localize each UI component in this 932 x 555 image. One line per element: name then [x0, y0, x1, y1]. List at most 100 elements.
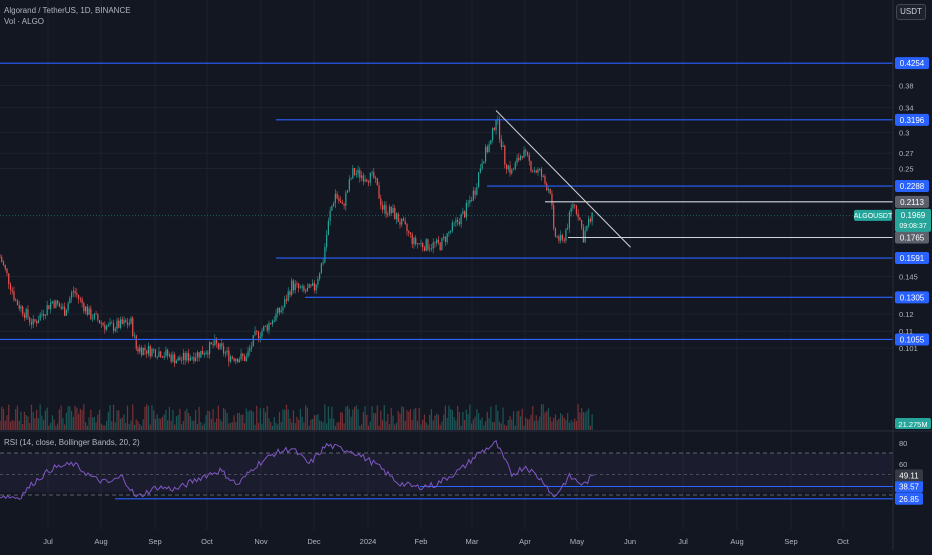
volume-bar [516, 411, 518, 430]
volume-bar [491, 421, 494, 430]
volume-bar [474, 416, 476, 430]
volume-bar [107, 412, 109, 430]
candle-body [411, 234, 413, 245]
volume-bar [558, 418, 560, 430]
volume-bar [477, 413, 480, 430]
volume-bar [458, 411, 460, 430]
price-level-label: 0.4254 [900, 59, 925, 68]
volume-bar [490, 406, 492, 430]
candle-body [100, 323, 102, 324]
candle-body [313, 283, 316, 291]
candle-body [84, 306, 87, 312]
volume-bar [532, 406, 534, 430]
volume-bar [591, 414, 593, 430]
volume-bar [95, 422, 97, 430]
volume-bar [23, 411, 26, 430]
volume-bar [277, 424, 279, 430]
candle-body [399, 221, 401, 225]
candle-body [364, 179, 366, 182]
candle-body [516, 157, 518, 163]
candle-body [521, 156, 523, 158]
volume-bar [202, 425, 204, 430]
candle-body [41, 313, 43, 315]
volume-bar [231, 422, 233, 430]
candle-body [57, 300, 59, 304]
candle-body [256, 331, 258, 332]
last-price-label: 0.1969 [901, 211, 926, 220]
candle-body [51, 301, 54, 303]
volume-bar [119, 418, 122, 430]
candle-body [392, 207, 394, 213]
candle-body [154, 349, 157, 358]
volume-bar [9, 421, 12, 430]
volume-bar [430, 409, 433, 430]
volume-bar [554, 414, 557, 430]
volume-bar [86, 425, 88, 430]
candle-body [498, 118, 501, 139]
volume-bar [135, 419, 137, 430]
time-tick-label: Sep [784, 537, 797, 546]
candle-body [198, 352, 200, 358]
candle-body [294, 283, 296, 291]
candle-body [574, 204, 576, 206]
volume-bar [394, 424, 396, 430]
candle-body [303, 286, 305, 291]
candle-body [373, 172, 375, 178]
volume-bar [427, 424, 429, 430]
volume-bar [6, 415, 8, 430]
volume-bar [547, 408, 550, 430]
volume-bar [69, 406, 71, 430]
volume-bar [174, 424, 176, 430]
volume-bar [285, 404, 288, 430]
volume-bar [518, 410, 520, 430]
price-tick-label: 0.25 [899, 165, 914, 174]
candle-body [357, 169, 359, 174]
volume-bar [465, 409, 467, 430]
time-tick-label: Aug [94, 537, 107, 546]
candle-body [353, 168, 356, 175]
volume-bar [112, 404, 115, 430]
volume-bar [282, 409, 284, 430]
candle-body [102, 323, 104, 325]
volume-bar [165, 409, 167, 430]
currency-button[interactable]: USDT [896, 4, 926, 20]
volume-bar [2, 408, 5, 430]
volume-bar [252, 411, 254, 430]
candle-body [416, 243, 419, 245]
candle-body [425, 239, 427, 251]
candle-body [226, 350, 228, 353]
candle-body [205, 352, 207, 355]
candle-body [465, 202, 467, 218]
volume-bar [30, 404, 33, 430]
trend-line [495, 110, 631, 248]
volume-bar [528, 419, 530, 430]
candle-body [83, 303, 85, 312]
chart-title: Algorand / TetherUS, 1D, BINANCE [4, 6, 131, 15]
candle-body [142, 347, 144, 355]
candle-body [451, 222, 453, 231]
volume-bar [151, 405, 153, 430]
candle-body [233, 358, 235, 361]
volume-bar [357, 409, 359, 430]
candle-body [430, 248, 433, 250]
volume-bar [221, 421, 223, 430]
volume-bar [181, 424, 183, 430]
rsi-line [0, 440, 594, 500]
volume-bar [306, 407, 309, 430]
volume-bar [91, 417, 94, 430]
volume-bar [182, 420, 185, 430]
candle-body [553, 205, 555, 228]
price-level-label: 0.1055 [900, 335, 925, 344]
candle-body [263, 326, 265, 331]
volume-bar [446, 417, 448, 430]
candle-body [39, 314, 41, 321]
candle-body [467, 202, 469, 204]
volume-bar [507, 420, 509, 430]
volume-bar [172, 409, 174, 430]
volume-bar [589, 425, 591, 430]
candle-body [434, 242, 436, 244]
volume-bar [217, 405, 219, 430]
volume-bar [525, 417, 527, 430]
candle-body [397, 213, 399, 222]
